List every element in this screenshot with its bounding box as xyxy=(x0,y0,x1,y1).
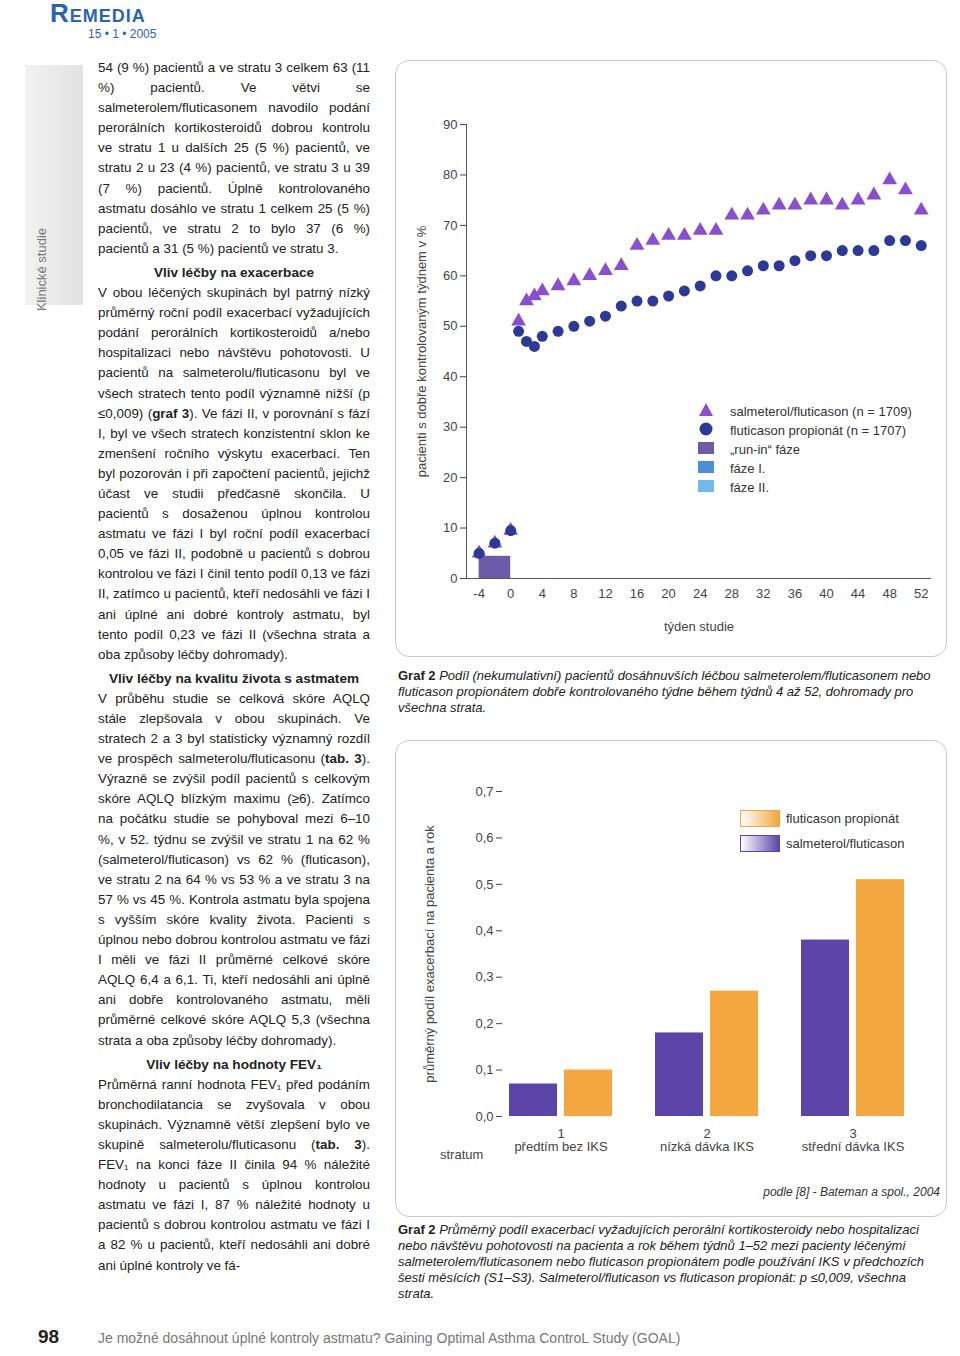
html-text:salmeterol/fluticason (n = 170: salmeterol/fluticason (n = 1709) xyxy=(730,404,912,419)
svg-text:8: 8 xyxy=(570,586,577,601)
svg-text:60: 60 xyxy=(443,268,457,283)
svg-text:32: 32 xyxy=(756,586,770,601)
svg-text:0,5: 0,5 xyxy=(475,877,493,892)
svg-text:0,6: 0,6 xyxy=(475,830,493,845)
svg-text:90: 90 xyxy=(443,117,457,132)
html-text:Průměrná ranní hodnota FEV₁ př: Průměrná ranní hodnota FEV₁ před podáním… xyxy=(98,1076,370,1273)
svg-text:0,3: 0,3 xyxy=(475,969,493,984)
svg-text:4: 4 xyxy=(539,586,546,601)
svg-text:44: 44 xyxy=(851,586,865,601)
svg-text:3střední dávka IKS: 3střední dávka IKS xyxy=(802,1126,905,1154)
html-text:fluticason propionát: fluticason propionát xyxy=(786,811,899,826)
svg-text:0: 0 xyxy=(507,586,514,601)
svg-text:16: 16 xyxy=(630,586,644,601)
svg-text:-4: -4 xyxy=(473,586,485,601)
svg-text:0: 0 xyxy=(450,571,457,586)
svg-text:28: 28 xyxy=(725,586,739,601)
svg-text:0,1: 0,1 xyxy=(475,1062,493,1077)
svg-text:40: 40 xyxy=(443,369,457,384)
html-text:Vliv léčby na hodnoty FEV₁: Vliv léčby na hodnoty FEV₁ xyxy=(146,1056,322,1072)
svg-text:1předtím bez IKS: 1předtím bez IKS xyxy=(514,1126,608,1154)
svg-text:20: 20 xyxy=(661,586,675,601)
svg-text:40: 40 xyxy=(819,586,833,601)
html-text:fáze I.: fáze I. xyxy=(730,461,766,476)
html-text:15 • 1 • 2005: 15 • 1 • 2005 xyxy=(88,27,157,41)
html-text:podle [8] - Bateman a spol., 2: podle [8] - Bateman a spol., 2004 xyxy=(763,1185,940,1199)
svg-text:0,2: 0,2 xyxy=(475,1016,493,1031)
html-text:54 (9 %) pacientů a ve stratu: 54 (9 %) pacientů a ve stratu 3 celkem 6… xyxy=(98,60,370,256)
html-text:98: 98 xyxy=(38,1326,60,1347)
svg-text:52: 52 xyxy=(914,586,928,601)
html-text:fáze II.: fáze II. xyxy=(730,480,769,495)
html-text:V obou léčených skupinách byl: V obou léčených skupinách byl patrný níz… xyxy=(98,285,370,662)
html-text:Je možné dosáhnout úplné kontr: Je možné dosáhnout úplné kontroly astmat… xyxy=(98,1330,681,1346)
svg-text:20: 20 xyxy=(443,470,457,485)
svg-text:30: 30 xyxy=(443,419,457,434)
svg-text:70: 70 xyxy=(443,218,457,233)
svg-text:10: 10 xyxy=(443,520,457,535)
html-text:Graf 2 Průměrný podíl exacerba: Graf 2 Průměrný podíl exacerbací vyžaduj… xyxy=(398,1222,925,1301)
html-text:Klinické studie: Klinické studie xyxy=(33,228,49,312)
svg-text:0,7: 0,7 xyxy=(475,784,493,799)
svg-text:24: 24 xyxy=(693,586,707,601)
svg-text:50: 50 xyxy=(443,318,457,333)
svg-text:36: 36 xyxy=(788,586,802,601)
html-text:Graf 2 Podíl (nekumulativní) p: Graf 2 Podíl (nekumulativní) pacientů do… xyxy=(398,668,931,715)
html-text:Vliv léčby na exacerbace: Vliv léčby na exacerbace xyxy=(153,264,315,280)
html-text:stratum: stratum xyxy=(440,1147,484,1162)
svg-text:pacienti s dobře kontrolovaným: pacienti s dobře kontrolovaným týdnem v … xyxy=(414,225,429,477)
svg-text:týden studie: týden studie xyxy=(664,619,734,634)
svg-text:2nízká dávka IKS: 2nízká dávka IKS xyxy=(660,1126,754,1154)
html-text:fluticason propionát (n = 1707: fluticason propionát (n = 1707) xyxy=(730,423,906,438)
svg-text:0,4: 0,4 xyxy=(475,923,493,938)
html-text:„run-in“ fáze: „run-in“ fáze xyxy=(730,442,801,457)
html-text:salmeterol/fluticason: salmeterol/fluticason xyxy=(786,836,905,851)
svg-text:12: 12 xyxy=(598,586,612,601)
svg-text:0,0: 0,0 xyxy=(475,1109,493,1124)
svg-text:průměrný podíl exacerbací na p: průměrný podíl exacerbací na pacienta a … xyxy=(422,825,437,1083)
svg-text:48: 48 xyxy=(882,586,896,601)
html-text:Vliv léčby na kvalitu života s: Vliv léčby na kvalitu života s astmatem xyxy=(109,670,359,686)
svg-text:80: 80 xyxy=(443,167,457,182)
html-text:V průběhu studie se celková sk: V průběhu studie se celková skóre AQLQ s… xyxy=(98,690,370,1048)
